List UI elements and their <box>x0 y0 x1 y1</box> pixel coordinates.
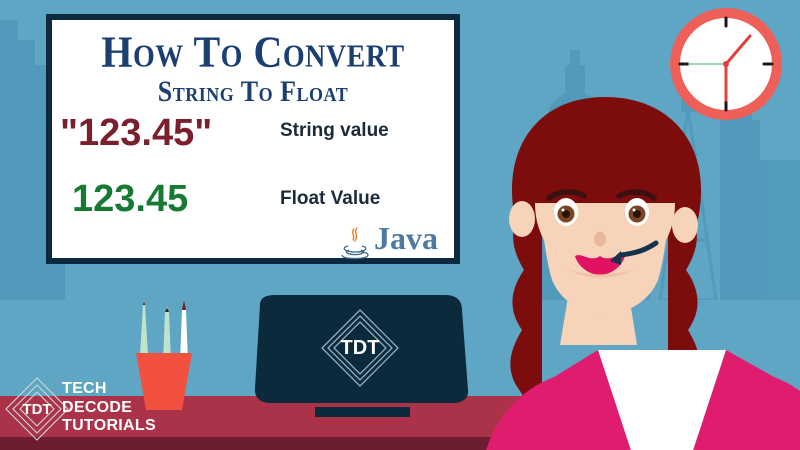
svg-text:TDT: TDT <box>22 401 51 418</box>
svg-text:TDT: TDT <box>341 337 380 359</box>
